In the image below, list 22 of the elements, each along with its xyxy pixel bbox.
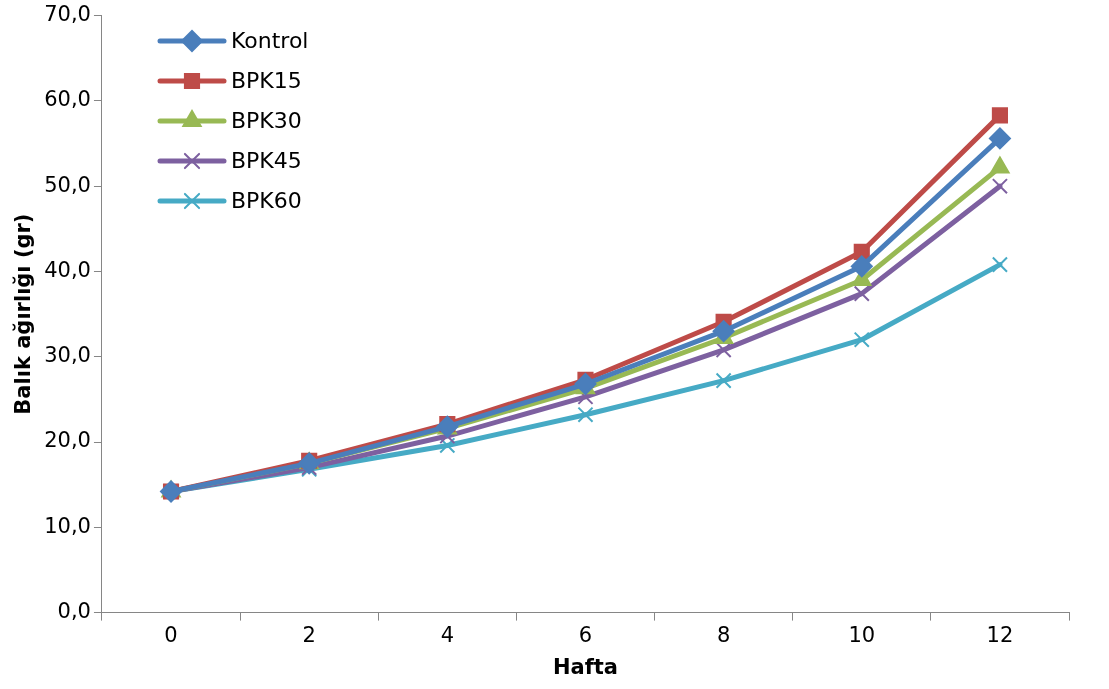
x-tick-label: 0 bbox=[164, 622, 178, 647]
legend-label: BPK60 bbox=[230, 188, 302, 214]
y-tick-label: 60,0 bbox=[44, 87, 91, 112]
y-tick-label: 40,0 bbox=[44, 257, 91, 282]
x-axis-title: Hafta bbox=[552, 654, 619, 679]
x-tick-label: 10 bbox=[848, 622, 876, 647]
y-tick-label: 30,0 bbox=[44, 343, 91, 368]
x-tick-label: 12 bbox=[986, 622, 1014, 647]
x-tick-label: 8 bbox=[716, 622, 731, 647]
legend-label: Kontrol bbox=[230, 28, 309, 54]
y-tick-label: 50,0 bbox=[44, 172, 91, 197]
legend-label: BPK30 bbox=[230, 108, 302, 134]
y-tick-label: 0,0 bbox=[57, 599, 91, 624]
x-tick-label: 4 bbox=[440, 622, 455, 647]
y-tick-label: 10,0 bbox=[44, 513, 91, 538]
x-tick-label: 6 bbox=[578, 622, 593, 647]
x-tick-label: 2 bbox=[302, 622, 316, 647]
y-tick-label: 20,0 bbox=[44, 428, 91, 453]
y-axis-title: Balık ağırlığı (gr) bbox=[11, 213, 36, 415]
y-tick-label: 70,0 bbox=[44, 2, 91, 27]
legend-label: BPK15 bbox=[230, 68, 302, 94]
legend-label: BPK45 bbox=[230, 148, 302, 174]
